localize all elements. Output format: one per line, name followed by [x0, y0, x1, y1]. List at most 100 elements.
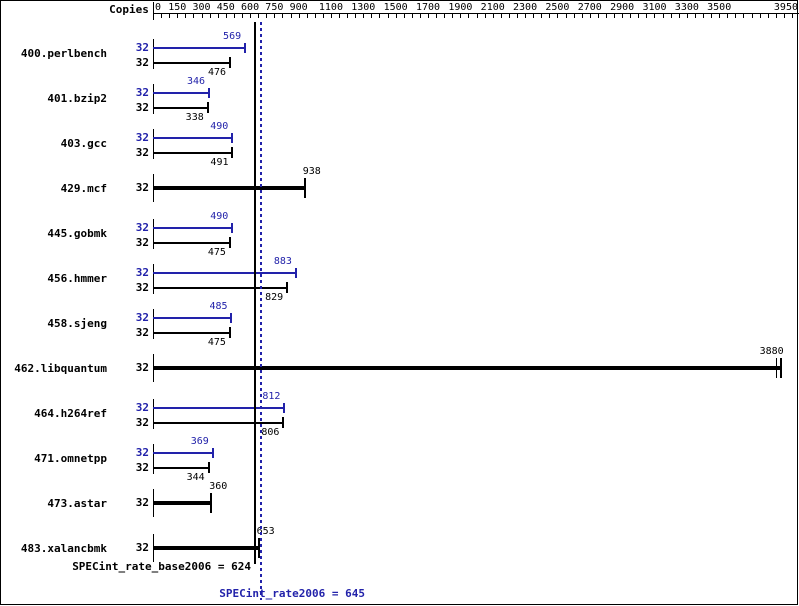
axis-tick-label: 3300	[674, 2, 699, 13]
axis-tick-label: 1900	[448, 2, 473, 13]
bar-peak-end-cap	[230, 313, 233, 323]
axis-tick	[485, 14, 486, 18]
row-axis-stub	[153, 399, 154, 429]
axis-tick	[452, 14, 453, 18]
axis-tick	[743, 14, 744, 18]
bar-base-end-cap	[282, 417, 285, 428]
axis-tick	[379, 14, 380, 18]
axis-tick	[161, 14, 162, 18]
benchmark-name: 462.libquantum	[14, 362, 107, 375]
bar-peak	[153, 407, 285, 409]
bar-peak-value-label: 569	[223, 31, 242, 42]
bar-peak-end-cap	[211, 448, 214, 458]
axis-tick-label: 600	[241, 2, 260, 13]
axis-tick	[671, 14, 672, 18]
benchmark-name: 471.omnetpp	[34, 452, 107, 465]
axis-tick	[760, 14, 761, 18]
axis-tick	[331, 14, 332, 18]
benchmark-name: 445.gobmk	[47, 227, 107, 240]
copies-value: 32	[135, 541, 149, 554]
axis-tick	[549, 14, 550, 18]
bar-base	[153, 62, 230, 64]
axis-tick	[282, 14, 283, 18]
copies-value-peak: 32	[135, 446, 149, 459]
axis-tick	[404, 14, 405, 18]
axis-tick	[493, 14, 494, 18]
axis-tick	[606, 14, 607, 18]
bar-base-end-cap	[228, 327, 231, 338]
axis-tick	[242, 14, 243, 18]
bar-base-value-label: 829	[265, 292, 284, 303]
copies-value-peak: 32	[135, 401, 149, 414]
benchmark-row: 462.libquantum 32 3880	[1, 346, 799, 395]
axis-tick-label: 450	[216, 2, 235, 13]
copies-value-base: 32	[135, 326, 149, 339]
copies-value-base: 32	[135, 281, 149, 294]
axis-tick	[315, 14, 316, 18]
axis-tick	[533, 14, 534, 18]
reference-line-peak	[260, 22, 262, 600]
row-axis-stub	[153, 309, 154, 339]
bar-base-end-cap	[228, 237, 231, 248]
axis-tick	[307, 14, 308, 18]
axis-tick	[234, 14, 235, 18]
axis-tick	[784, 14, 785, 18]
benchmark-row: 403.gcc 32 32 490 491	[1, 121, 799, 170]
bar-base	[153, 287, 288, 289]
copies-value-base: 32	[135, 146, 149, 159]
axis-tick	[193, 14, 194, 18]
axis-tick	[557, 14, 558, 18]
axis-tick-label: 150	[168, 2, 187, 13]
row-axis-stub	[153, 264, 154, 294]
axis-tick	[582, 14, 583, 18]
axis-tick	[218, 14, 219, 18]
axis-tick	[177, 14, 178, 18]
benchmark-name: 400.perlbench	[20, 47, 107, 60]
bar-end-cap	[257, 538, 260, 558]
benchmark-name: 401.bzip2	[47, 92, 107, 105]
axis-tick	[323, 14, 324, 18]
axis-tick	[388, 14, 389, 18]
axis-baseline	[153, 13, 799, 14]
benchmark-row: 400.perlbench 32 32 569 476	[1, 31, 799, 80]
bar-peak-value-label: 485	[209, 301, 228, 312]
axis-tick	[299, 14, 300, 18]
axis-tick	[735, 14, 736, 18]
bar-base-end-cap	[207, 462, 210, 473]
benchmark-row: 445.gobmk 32 32 490 475	[1, 211, 799, 260]
axis-tick	[719, 14, 720, 18]
benchmark-row: 456.hmmer 32 32 883 829	[1, 256, 799, 305]
row-axis-stub	[153, 219, 154, 249]
bar-peak	[153, 227, 233, 229]
axis-tick	[274, 14, 275, 18]
axis-tick	[654, 14, 655, 18]
axis-tick	[250, 14, 251, 18]
bar-base	[153, 242, 230, 244]
bar-base-value-label: 806	[261, 427, 280, 438]
bar-end-cap	[779, 358, 782, 378]
bar-base	[153, 467, 209, 469]
peak-summary-label: SPECint_rate2006 = 645	[219, 587, 365, 600]
axis-tick	[679, 14, 680, 18]
base-summary-label: SPECint_rate_base2006 = 624	[72, 560, 251, 573]
bar-combined	[153, 546, 259, 550]
axis-tick	[703, 14, 704, 18]
axis-tick	[687, 14, 688, 18]
axis-tick	[210, 14, 211, 18]
axis-tick-label: 3500	[707, 2, 732, 13]
bar-base-end-cap	[231, 147, 234, 158]
copies-value-base: 32	[135, 461, 149, 474]
axis-tick	[202, 14, 203, 18]
axis-tick	[226, 14, 227, 18]
axis-tick	[460, 14, 461, 18]
axis-tick	[614, 14, 615, 18]
axis-tick	[396, 14, 397, 18]
axis-tick	[525, 14, 526, 18]
axis-left-edge	[153, 2, 154, 20]
bar-base-value-label: 491	[210, 157, 229, 168]
benchmark-row: 471.omnetpp 32 32 369 344	[1, 436, 799, 485]
axis-tick	[339, 14, 340, 18]
axis-tick-label: 2700	[577, 2, 602, 13]
axis-tick	[291, 14, 292, 18]
benchmark-row: 429.mcf 32 938	[1, 166, 799, 215]
